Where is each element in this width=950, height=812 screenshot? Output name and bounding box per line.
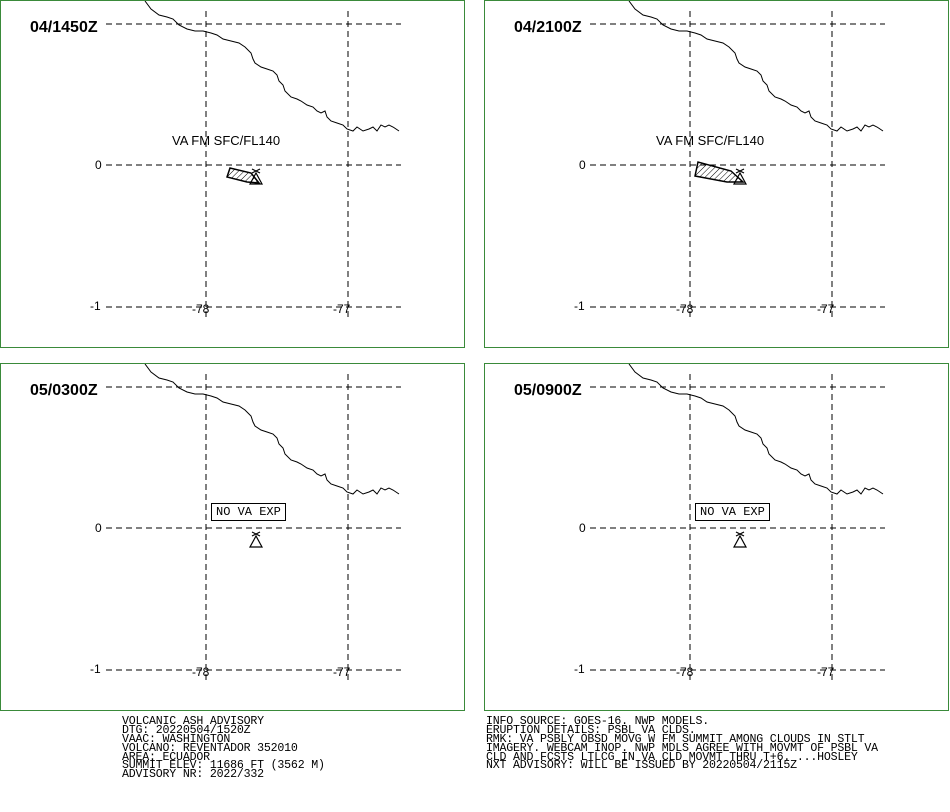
map-canvas	[106, 364, 401, 684]
lon-label-78: -78	[192, 665, 210, 679]
coastline-line	[628, 1, 884, 132]
no-va-expected-box: NO VA EXP	[211, 503, 286, 521]
advisory-line: DTG: 20220504/1520Z	[122, 723, 251, 737]
forecast-map-panel-3: 05/0300Z 0 -1 -78 -77 NO VA EXP	[0, 363, 465, 711]
advisory-line: VOLCANO: REVENTADOR 352010	[122, 741, 298, 755]
lon-label-77: -77	[333, 302, 351, 316]
graticule	[590, 11, 885, 321]
ash-cloud-polygon	[226, 167, 261, 184]
valid-time-label: 05/0900Z	[514, 382, 582, 399]
no-va-expected-box: NO VA EXP	[695, 503, 770, 521]
advisory-line: INFO SOURCE: GOES-16. NWP MODELS.	[486, 715, 709, 728]
advisory-line: NXT ADVISORY: WILL BE ISSUED BY 20220504…	[486, 759, 797, 773]
forecast-map-panel-4: 05/0900Z 0 -1 -78 -77 NO VA EXP	[484, 363, 949, 711]
lat-label-0: 0	[95, 158, 102, 172]
valid-time-label: 04/1450Z	[30, 19, 98, 36]
graticule	[106, 374, 401, 684]
valid-time-label: 05/0300Z	[30, 382, 98, 399]
lon-label-78: -78	[676, 665, 694, 679]
lat-label-minus1: -1	[574, 662, 585, 676]
map-canvas	[590, 364, 885, 684]
volcano-marker-icon	[732, 531, 748, 548]
lon-label-78: -78	[192, 302, 210, 316]
valid-time-label: 04/2100Z	[514, 19, 582, 36]
advisory-text-right: INFO SOURCE: GOES-16. NWP MODELS. ERUPTIO…	[486, 715, 878, 773]
graticule	[590, 374, 885, 684]
advisory-line: AREA: ECUADOR	[122, 750, 210, 764]
lon-label-77: -77	[333, 665, 351, 679]
coastline-line	[144, 364, 400, 495]
advisory-line: ADVISORY NR: 2022/332	[122, 768, 264, 782]
map-canvas	[590, 1, 885, 321]
map-canvas	[106, 1, 401, 321]
lat-label-minus1: -1	[574, 299, 585, 313]
advisory-line: IMAGERY. WEBCAM INOP. NWP MDLS AGREE WIT…	[486, 741, 878, 755]
ash-cloud-label: VA FM SFC/FL140	[172, 133, 281, 148]
volcano-marker-icon	[248, 531, 264, 548]
lat-label-0: 0	[579, 521, 586, 535]
forecast-map-panel-2: 04/2100Z 0 -1 -78 -77 VA FM SFC/FL140	[484, 0, 949, 348]
advisory-line: RMK: VA PSBLY OBSD MOVG W FM SUMMIT AMON…	[486, 732, 865, 746]
advisory-line: SUMMIT ELEV: 11686 FT (3562 M)	[122, 759, 325, 773]
advisory-line: ERUPTION DETAILS: PSBL VA CLDS.	[486, 723, 696, 737]
ash-cloud-label: VA FM SFC/FL140	[656, 133, 765, 148]
graticule	[106, 11, 401, 321]
advisory-text-left: VOLCANIC ASH ADVISORY DTG: 20220504/1520Z…	[122, 715, 325, 782]
lon-label-78: -78	[676, 302, 694, 316]
lat-label-0: 0	[579, 158, 586, 172]
advisory-line: CLD AND FCSTS LTLCG IN VA CLD MOVMT THRU…	[486, 750, 858, 764]
lat-label-minus1: -1	[90, 662, 101, 676]
lat-label-0: 0	[95, 521, 102, 535]
forecast-map-panel-1: 04/1450Z 0 -1 -78 -77 VA FM SFC/FL140	[0, 0, 465, 348]
coastline-line	[144, 1, 400, 132]
advisory-line: VAAC: WASHINGTON	[122, 732, 231, 746]
advisory-line: VOLCANIC ASH ADVISORY	[122, 715, 264, 728]
ash-cloud-polygon	[694, 161, 745, 183]
coastline-line	[628, 364, 884, 495]
lon-label-77: -77	[817, 302, 835, 316]
lon-label-77: -77	[817, 665, 835, 679]
lat-label-minus1: -1	[90, 299, 101, 313]
